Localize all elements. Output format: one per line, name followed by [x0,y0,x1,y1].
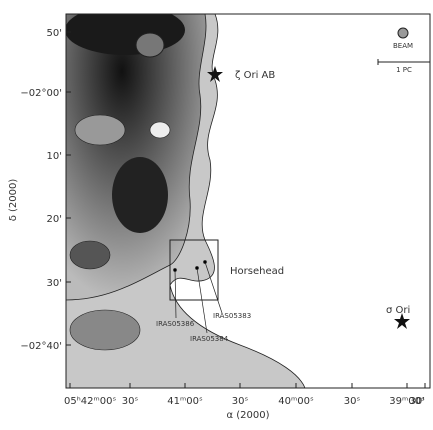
x-tick-label: 30' [410,396,425,407]
sigma-star [394,313,410,329]
y-tick-label: 50' [47,28,62,39]
x-tick-label: 39ᵐ00ˢ [389,396,425,407]
ticks: 05ʰ42ᵐ00ˢ 30ˢ 41ᵐ00ˢ 30ˢ 40ᵐ00ˢ 30ˢ 39ᵐ00ˢ30'5… [20,28,426,407]
annotation: Horsehead [230,266,284,277]
plot-frame [65,13,431,389]
x-axis-label: α (2000) [226,410,269,421]
x-tick-label: 30ˢ [344,396,361,407]
y-tick-label: −02°00' [20,88,62,99]
y-tick-label: −02°40' [20,341,62,352]
x-tick-label: 05ʰ42ᵐ00ˢ [64,396,116,407]
x-tick-label: 41ᵐ00ˢ [167,396,203,407]
beam-marker [397,27,409,39]
horsehead-box [169,239,219,301]
annotation: 1 PC [396,66,412,74]
cloud-image [66,14,306,388]
annotation: IRAS05384 [190,335,229,343]
annotation: BEAM [393,42,413,50]
annotation: σ Ori [386,305,410,316]
x-tick-label: 40ᵐ00ˢ [278,396,314,407]
y-tick-label: 20' [47,214,62,225]
x-tick-label: 30ˢ [232,396,249,407]
annotation: IRAS05383 [213,312,251,320]
x-tick-label: 30ˢ [122,396,139,407]
iras-pointers [173,260,223,334]
annotation: IRAS05386 [156,320,195,328]
annotation: ζ Ori AB [235,70,275,81]
zeta-star [207,66,223,82]
y-tick-label: 30' [47,278,62,289]
y-tick-label: 10' [47,151,62,162]
y-axis-label: δ (2000) [8,179,19,222]
scale-bar [377,59,431,65]
